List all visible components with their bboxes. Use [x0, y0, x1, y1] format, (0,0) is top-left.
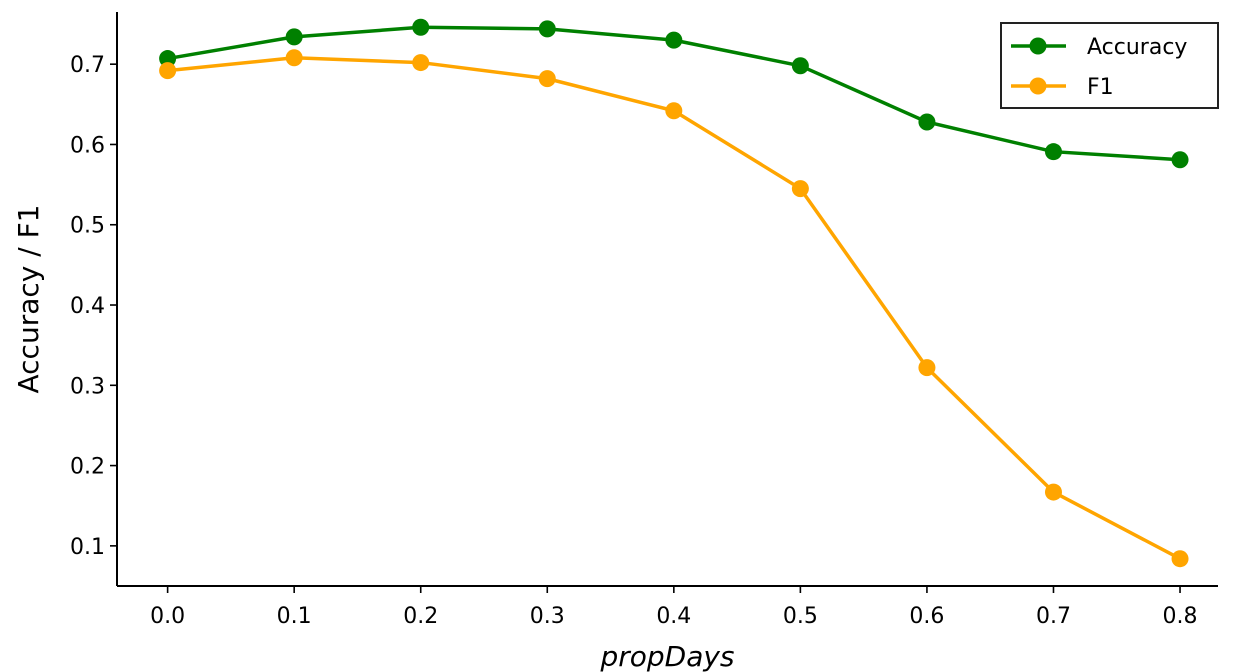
x-tick-label: 0.8 [1163, 604, 1198, 629]
y-tick-label: 0.1 [70, 535, 105, 560]
data-point-f1 [791, 180, 809, 198]
data-point-accuracy [791, 57, 809, 75]
y-tick-label: 0.3 [70, 374, 105, 399]
y-tick-label: 0.5 [70, 214, 105, 239]
x-tick-label: 0.4 [656, 604, 691, 629]
data-point-accuracy [285, 28, 303, 46]
legend-items: Accuracy F1 [1011, 35, 1187, 100]
x-tick-label: 0.1 [277, 604, 312, 629]
y-axis-ticks: 0.1 0.2 0.3 0.4 0.5 0.6 0.7 [70, 53, 117, 560]
legend: Accuracy F1 [1000, 22, 1219, 109]
data-point-f1 [285, 49, 303, 67]
x-tick-label: 0.6 [909, 604, 944, 629]
data-point-f1 [1171, 550, 1189, 568]
x-tick-label: 0.3 [530, 604, 565, 629]
legend-item-accuracy: Accuracy [1011, 35, 1187, 60]
data-point-accuracy [538, 20, 556, 38]
data-point-accuracy [412, 18, 430, 36]
y-axis-title: Accuracy / F1 [12, 205, 45, 394]
data-point-accuracy [918, 113, 936, 131]
data-point-f1 [412, 54, 430, 72]
y-tick-label: 0.4 [70, 294, 105, 319]
x-tick-label: 0.7 [1036, 604, 1071, 629]
y-tick-label: 0.7 [70, 53, 105, 78]
data-point-f1 [918, 359, 936, 377]
data-point-f1 [665, 102, 683, 120]
data-point-f1 [1044, 483, 1062, 501]
legend-label-f1: F1 [1087, 75, 1114, 100]
x-tick-label: 0.2 [403, 604, 438, 629]
legend-item-f1: F1 [1011, 75, 1114, 100]
x-tick-label: 0.0 [150, 604, 185, 629]
legend-marker-f1 [1029, 77, 1047, 95]
plot-area: 0.1 0.2 0.3 0.4 0.5 0.6 0.7 0.0 0.1 0.2 0.3 0.4 0.5… [70, 12, 1218, 629]
series-accuracy [159, 18, 1189, 169]
y-tick-label: 0.2 [70, 455, 105, 480]
legend-marker-accuracy [1029, 37, 1047, 55]
data-point-f1 [159, 62, 177, 80]
series-line-f1 [165, 56, 1182, 561]
x-tick-label: 0.5 [783, 604, 818, 629]
x-axis-title: propDays [599, 640, 734, 672]
data-point-accuracy [665, 31, 683, 49]
x-axis-ticks: 0.0 0.1 0.2 0.3 0.4 0.5 0.6 0.7 0.8 [150, 586, 1198, 629]
series-f1 [159, 49, 1189, 568]
data-point-accuracy [1171, 151, 1189, 169]
legend-label-accuracy: Accuracy [1087, 35, 1187, 60]
data-point-accuracy [1044, 143, 1062, 161]
data-point-f1 [538, 70, 556, 88]
y-tick-label: 0.6 [70, 133, 105, 158]
data-point-accuracy [159, 50, 177, 68]
series-layer [159, 18, 1189, 568]
